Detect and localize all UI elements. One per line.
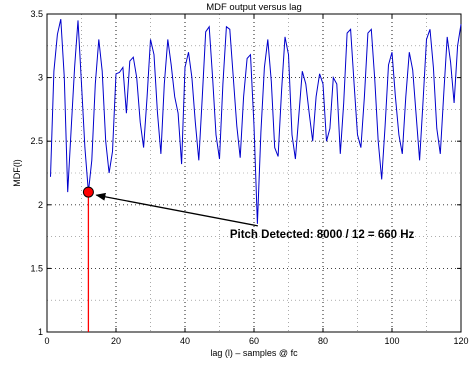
x-tick-label: 40	[180, 336, 190, 346]
x-tick-label: 80	[318, 336, 328, 346]
detected-pitch-marker	[82, 186, 94, 198]
x-tick-label: 120	[453, 336, 468, 346]
x-tick-label: 0	[44, 336, 49, 346]
x-tick-label: 20	[111, 336, 121, 346]
pitch-annotation: Pitch Detected: 8000 / 12 = 660 Hz	[230, 229, 415, 241]
y-tick-label: 2.5	[30, 136, 43, 146]
axis-tick-labels: 0 20 40 60 80 100 120 1 1.5 2 2.5 3 3.5	[30, 9, 468, 346]
y-tick-label: 1	[38, 327, 43, 337]
y-tick-label: 3	[38, 73, 43, 83]
mdf-series-line	[50, 18, 462, 224]
y-tick-label: 2	[38, 200, 43, 210]
x-tick-label: 60	[249, 336, 259, 346]
y-axis-label: MDF(l)	[12, 159, 22, 187]
y-tick-label: 1.5	[30, 263, 43, 273]
chart-title: MDF output versus lag	[206, 2, 302, 13]
axis-ticks	[46, 13, 462, 333]
y-tick-label: 3.5	[30, 9, 43, 19]
annotation-arrow	[95, 192, 258, 227]
x-axis-label: lag (l) – samples @ fc	[210, 348, 298, 358]
x-tick-label: 100	[384, 336, 399, 346]
